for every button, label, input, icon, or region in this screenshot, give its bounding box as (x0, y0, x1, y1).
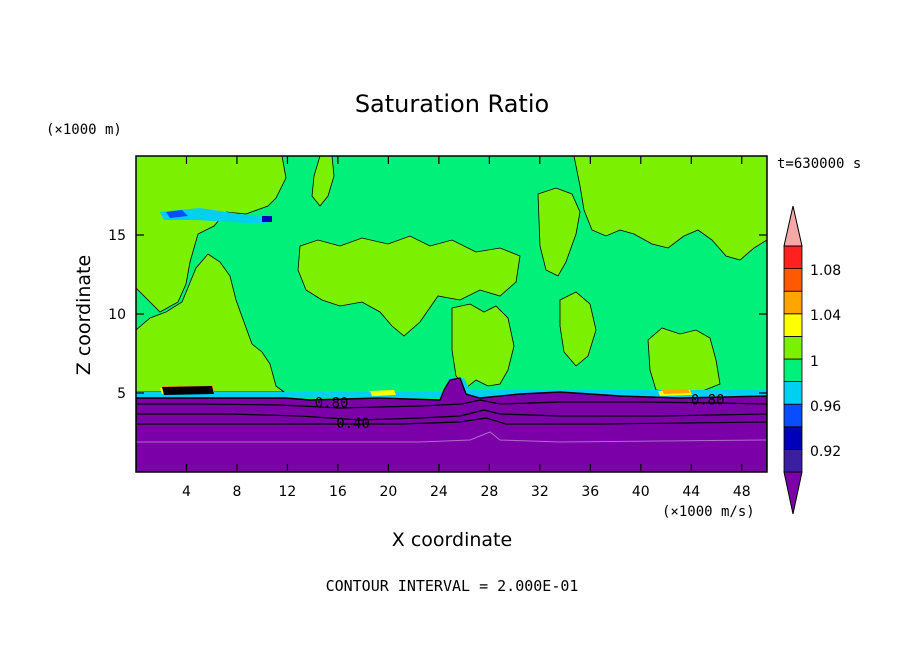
lime-region (297, 235, 521, 337)
contour-label: 0.40 (336, 416, 370, 432)
contour-interval-note: CONTOUR INTERVAL = 2.000E-01 (326, 577, 579, 595)
blue-streak (160, 208, 272, 224)
contour-label: 0.80 (691, 392, 725, 408)
y-axis: 5 10 15 (108, 228, 767, 402)
lime-region (451, 303, 515, 389)
colorbar-swatch (783, 403, 803, 428)
y-unit-label: (×1000 m) (46, 122, 122, 138)
colorbar-label: 1.04 (810, 308, 841, 324)
y-axis-label: Z coordinate (73, 255, 95, 375)
x-tick-label: 4 (182, 484, 191, 500)
lime-region (311, 156, 335, 207)
black-band (162, 386, 214, 395)
colorbar-swatch (783, 426, 803, 450)
colorbar-label: 1 (810, 354, 819, 370)
colorbar-swatch (783, 268, 803, 292)
x-unit-label: (×1000 m/s) (662, 504, 755, 520)
contour-labels: 0.80 0.40 0.80 (315, 392, 725, 432)
colorbar-swatch (783, 313, 803, 337)
orange-patch (662, 389, 690, 394)
x-axis: 4 8 12 16 20 24 28 32 36 40 44 48 (182, 156, 751, 500)
lime-region (573, 156, 767, 261)
x-tick-label: 48 (733, 484, 751, 500)
contour-label: 0.80 (315, 395, 349, 411)
time-label: t=630000 s (777, 156, 861, 172)
colorbar-swatch (783, 381, 803, 405)
blue-streak (262, 216, 272, 222)
lime-region (537, 187, 581, 277)
x-tick-label: 8 (232, 484, 241, 500)
x-tick-label: 32 (531, 484, 549, 500)
contour-field (136, 156, 767, 472)
y-tick-label: 5 (117, 386, 126, 402)
colorbar-label: 0.92 (810, 444, 841, 460)
lime-region (136, 156, 287, 313)
yellow-patch (370, 390, 396, 396)
colorbar: 1.08 1.04 1 0.96 0.92 (783, 205, 841, 515)
colorbar-swatch (783, 358, 803, 383)
lime-region (559, 291, 597, 367)
contour-line (136, 409, 767, 421)
x-tick-label: 20 (379, 484, 397, 500)
lime-region (136, 253, 286, 393)
colorbar-swatch (783, 245, 803, 270)
x-tick-label: 40 (632, 484, 650, 500)
colorbar-bottom-triangle (783, 471, 803, 515)
x-tick-label: 36 (581, 484, 599, 500)
colorbar-swatch (783, 290, 803, 315)
colorbar-label: 1.08 (810, 263, 841, 279)
lime-region (647, 327, 721, 393)
x-tick-label: 28 (480, 484, 498, 500)
colorbar-label: 0.96 (810, 399, 841, 415)
contour-line (136, 431, 767, 443)
x-tick-label: 12 (279, 484, 297, 500)
contour-line (136, 399, 767, 409)
x-tick-label: 44 (682, 484, 700, 500)
colorbar-top-triangle (783, 205, 803, 247)
colorbar-swatch (783, 335, 803, 360)
x-axis-label: X coordinate (392, 529, 512, 551)
contour-line (136, 417, 767, 425)
blue-streak (166, 210, 188, 218)
x-tick-label: 24 (430, 484, 448, 500)
y-tick-label: 15 (108, 228, 126, 244)
chart-title: Saturation Ratio (355, 90, 549, 118)
y-tick-label: 10 (108, 307, 126, 323)
colorbar-swatch (783, 448, 803, 473)
x-tick-label: 16 (329, 484, 347, 500)
